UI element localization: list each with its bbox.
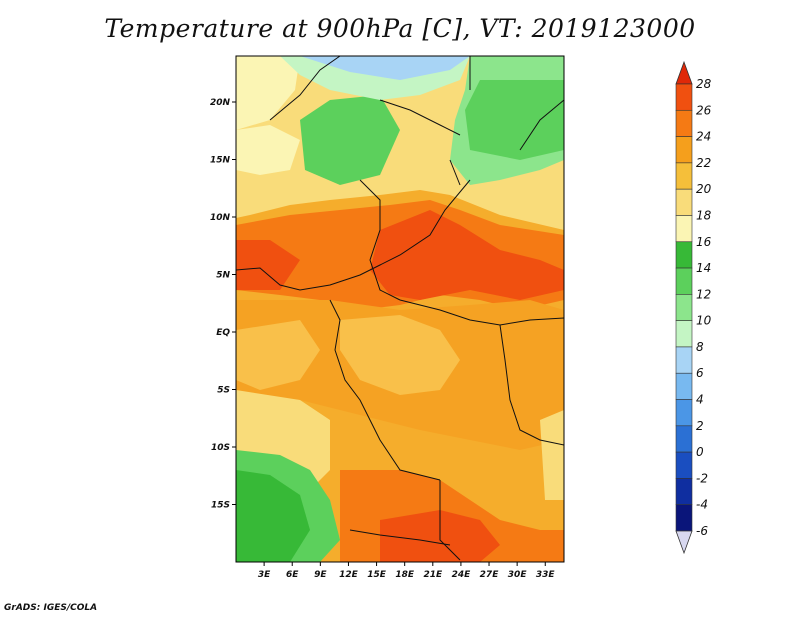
colorbar-swatch — [675, 136, 693, 164]
colorbar-swatch — [675, 188, 693, 216]
colorbar-swatch — [675, 109, 693, 137]
colorbar-swatch — [675, 478, 693, 506]
colorbar-label: 12 — [696, 287, 711, 301]
colorbar-swatch — [675, 346, 693, 374]
lat-tick-label: 15N — [210, 156, 231, 166]
colorbar-label: 26 — [696, 103, 712, 117]
lon-tick-label: 27E — [480, 570, 500, 580]
lat-tick-label: 10S — [211, 443, 230, 453]
colorbar-label: -6 — [696, 524, 708, 538]
lat-tick-label: 15S — [211, 501, 230, 511]
lon-tick-label: 15E — [367, 570, 387, 580]
colorbar-label: 0 — [696, 445, 704, 459]
lat-tick-label: 20N — [210, 98, 231, 108]
lon-tick-label: 33E — [536, 570, 556, 580]
lat-tick-label: 10N — [210, 213, 231, 223]
colorbar-swatch — [675, 425, 693, 453]
colorbar-swatch — [675, 504, 693, 532]
colorbar-swatch — [675, 241, 693, 269]
colorbar-label: 24 — [696, 130, 711, 144]
colorbar-swatch — [675, 320, 693, 348]
lon-tick-label: 21E — [423, 570, 443, 580]
colorbar-swatch — [675, 451, 693, 479]
colorbar-label: 16 — [696, 235, 712, 249]
colorbar-label: 6 — [696, 366, 704, 380]
country-borders — [236, 56, 564, 561]
colorbar-label: -4 — [696, 498, 708, 512]
map-frame — [235, 55, 565, 563]
colorbar-label: 2 — [696, 419, 704, 433]
lon-tick-label: 30E — [508, 570, 528, 580]
lat-tick-label: 5N — [216, 271, 230, 281]
colorbar-label: 22 — [696, 156, 711, 170]
lat-tick-label: 5S — [217, 386, 230, 396]
lon-tick-label: 6E — [286, 570, 299, 580]
colorbar-top-arrow — [675, 60, 693, 85]
colorbar-swatch — [675, 399, 693, 427]
map-field — [236, 56, 564, 562]
colorbar-swatch — [675, 83, 693, 111]
colorbar-swatch — [675, 294, 693, 321]
colorbar-label: 28 — [696, 77, 712, 91]
colorbar-swatch — [675, 215, 693, 243]
colorbar-label: 20 — [696, 182, 712, 196]
colorbar-label: 14 — [696, 261, 711, 275]
lon-tick-label: 9E — [314, 570, 327, 580]
lon-tick-label: 18E — [395, 570, 415, 580]
map-axes: 3E 6E 9E 12E 15E 18E 21E 24E 27E 30E 33E 20N 15N 10N 5… — [210, 98, 556, 580]
colorbar-label: -2 — [696, 471, 708, 485]
lon-tick-label: 12E — [339, 570, 359, 580]
colorbar-label: 8 — [696, 340, 704, 354]
lon-tick-label: 24E — [452, 570, 472, 580]
grads-credit: GrADS: IGES/COLA — [4, 603, 98, 613]
colorbar-label: 10 — [696, 314, 712, 328]
colorbar-label: 4 — [696, 393, 704, 407]
colorbar-bottom-arrow — [675, 530, 693, 555]
colorbar-label: 18 — [696, 208, 712, 222]
colorbar-swatch — [675, 372, 693, 400]
colorbar-swatch — [675, 162, 693, 190]
lat-tick-label: EQ — [216, 328, 230, 338]
chart-title: Temperature at 900hPa [C], VT: 201912300… — [104, 14, 696, 43]
colorbar-swatch — [675, 267, 693, 295]
lon-tick-label: 3E — [258, 570, 271, 580]
